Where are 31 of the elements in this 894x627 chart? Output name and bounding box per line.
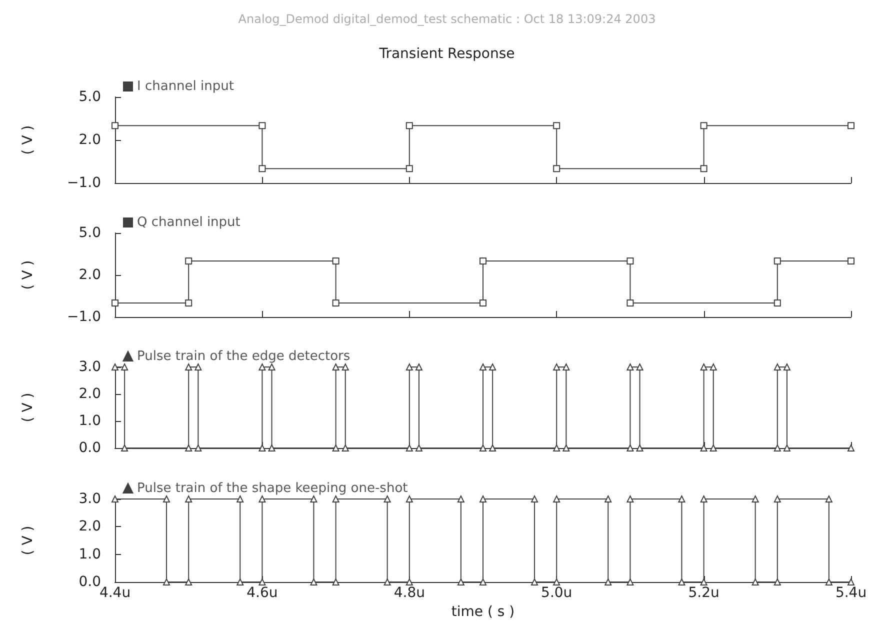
y-tick-label: 2.0 — [78, 267, 101, 283]
legend-label: Pulse train of the shape keeping one-shot — [137, 481, 408, 496]
y-tick-label: 2.0 — [78, 386, 101, 402]
x-tick-label: 5.4u — [835, 585, 867, 601]
y-tick-label: 3.0 — [78, 359, 101, 375]
y-axis-title: ( V ) — [20, 526, 36, 556]
x-tick-label: 4.8u — [394, 585, 425, 601]
y-axis-title: ( V ) — [20, 125, 36, 155]
chart-subtitle: Analog_Demod digital_demod_test schematic : Oct 18 13:09:24 2003 — [238, 12, 656, 26]
y-tick-label: 2.0 — [78, 518, 101, 535]
chart-title: Transient Response — [378, 46, 515, 62]
y-tick-label: 1.0 — [78, 413, 101, 429]
legend-label: Q channel input — [137, 215, 240, 230]
y-axis-title: ( V ) — [20, 260, 36, 290]
legend-label: I channel input — [137, 79, 234, 94]
y-tick-label: 5.0 — [78, 225, 101, 241]
x-axis-title: time ( s ) — [451, 604, 515, 620]
y-tick-label: 0.0 — [78, 574, 101, 590]
y-axis-title: ( V ) — [20, 392, 36, 422]
x-tick-label: 5.0u — [541, 585, 572, 601]
y-tick-label: 5.0 — [78, 89, 101, 105]
y-tick-label: 3.0 — [78, 491, 101, 507]
x-tick-label: 4.4u — [99, 585, 131, 601]
y-tick-label: −1.0 — [67, 309, 101, 325]
y-tick-label: 0.0 — [78, 440, 101, 456]
y-tick-label: −1.0 — [67, 175, 101, 191]
y-tick-label: 1.0 — [78, 546, 101, 562]
legend-label: Pulse train of the edge detectors — [137, 349, 350, 364]
y-tick-label: 2.0 — [78, 132, 101, 148]
x-tick-label: 5.2u — [688, 585, 720, 601]
x-tick-label: 4.6u — [246, 585, 278, 601]
